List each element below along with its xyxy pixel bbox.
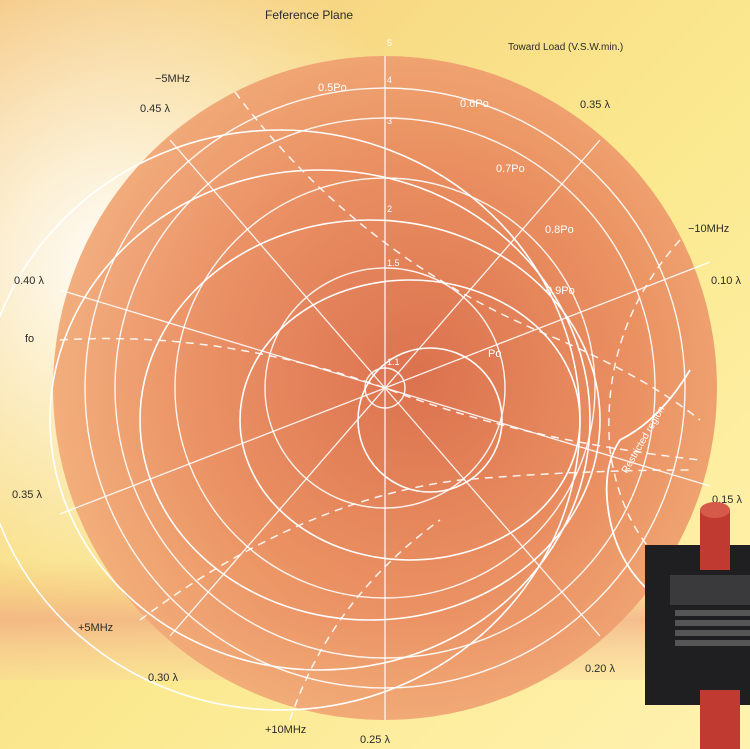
wavelength-label: 0.25 λ	[360, 734, 390, 746]
radial-line	[169, 139, 386, 389]
power-contour	[49, 169, 591, 671]
wavelength-label: 0.30 λ	[148, 672, 178, 684]
frequency-curve	[139, 469, 691, 621]
power-contours	[0, 129, 601, 711]
radial-line	[169, 387, 386, 637]
power-label: 0.7Po	[496, 163, 525, 175]
restricted-region-boundary	[605, 369, 691, 601]
frequency-curve	[608, 239, 681, 561]
wavelength-label: 0.20 λ	[585, 663, 615, 675]
radial-line	[59, 289, 386, 389]
wavelength-label: 0.35 λ	[12, 489, 42, 501]
freq-label-plus5: +5MHz	[78, 622, 114, 634]
vswr-tick: 1.5	[387, 258, 400, 268]
radial-line	[59, 387, 386, 515]
vswr-tick: 3	[387, 116, 393, 126]
power-label: 0.8Po	[545, 224, 574, 236]
magnetron-image	[645, 502, 750, 749]
vswr-tick: 4	[387, 75, 393, 85]
freq-label-minus10: −10MHz	[688, 223, 730, 235]
power-contour	[0, 129, 581, 711]
radial-line	[384, 261, 711, 389]
frequency-curve	[59, 337, 701, 461]
frequency-curves	[59, 91, 701, 721]
frequency-curve	[289, 519, 441, 721]
toward-load-label: Toward Load (V.S.W.min.)	[508, 42, 624, 53]
wavelength-label: 0.35 λ	[580, 99, 610, 111]
freq-label-minus5: −5MHz	[155, 73, 191, 85]
vswr-tick: 5	[387, 38, 393, 48]
power-label: 0.9Po	[546, 285, 575, 297]
radial-line	[384, 139, 601, 389]
freq-label-plus10: +10MHz	[265, 724, 307, 736]
power-label: 0.5Po	[318, 82, 347, 94]
power-contour	[139, 219, 601, 621]
wavelength-label: 0.45 λ	[140, 103, 170, 115]
power-label: Po	[488, 348, 502, 360]
wavelength-label: 0.40 λ	[14, 275, 44, 287]
radial-line	[384, 387, 601, 637]
freq-label-fo: fo	[25, 333, 35, 345]
wavelength-label: 0.10 λ	[711, 275, 741, 287]
power-label: 0.6Po	[460, 98, 489, 110]
vswr-tick: 1.1	[387, 357, 400, 367]
frequency-curve	[234, 91, 701, 421]
reference-plane-label: Feference Plane	[265, 8, 354, 22]
vswr-tick: 2	[387, 204, 393, 214]
